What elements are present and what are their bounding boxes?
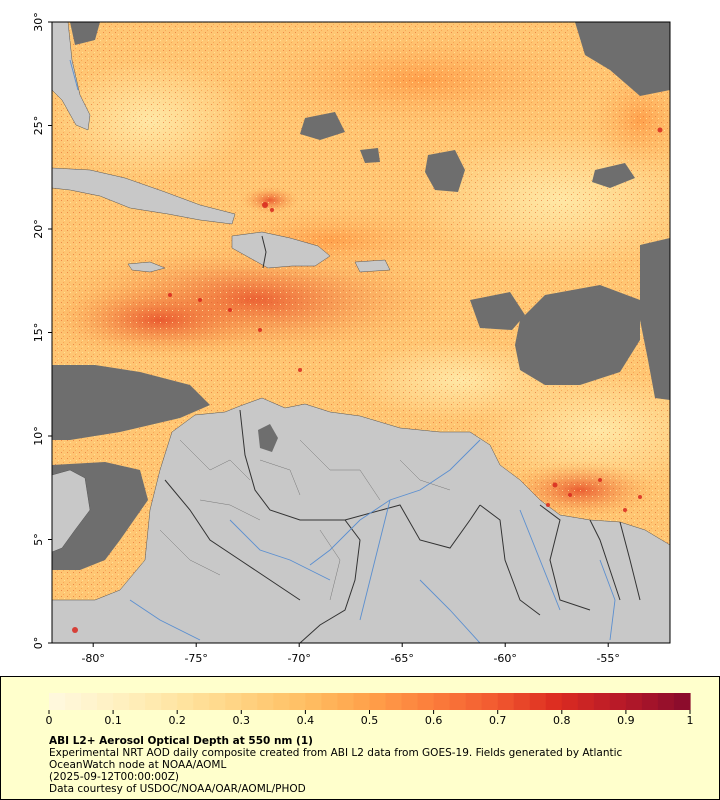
colorbar-swatch: [641, 693, 659, 710]
country-borders: [164, 235, 641, 643]
colorbar-tick-label: 0.7: [489, 714, 507, 727]
colorbar-tick-label: 0.2: [168, 714, 186, 727]
colorbar-tick-label: 1: [687, 714, 694, 727]
colorbar-swatch: [129, 693, 146, 710]
colorbar-swatch: [305, 693, 323, 710]
colorbar-swatch: [465, 693, 483, 710]
colorbar-swatch: [433, 693, 451, 710]
colorbar-swatch: [417, 693, 435, 710]
colorbar-swatch: [113, 693, 130, 710]
colorbar-swatch: [625, 693, 643, 710]
lon-tick-label: -60°: [493, 652, 516, 665]
jamaica-landmass: [127, 261, 166, 273]
colorbar-swatch: [289, 693, 306, 710]
caption-date: (2025-09-12T00:00:00Z): [49, 771, 179, 783]
map-plot-area: [52, 22, 670, 643]
colorbar-swatch: [321, 693, 339, 710]
state-borders: [159, 439, 451, 601]
colorbar-swatch: [161, 693, 178, 710]
lon-tick-label: -70°: [287, 652, 310, 665]
colorbar-swatch: [241, 693, 258, 710]
colorbar-swatch: [257, 693, 274, 710]
colorbar-swatch: [609, 693, 627, 710]
aod-colorbar: 0 0.1 0.2 0.3 0.4 0.5 0.6 0.7 0.8 0.9 1: [46, 693, 694, 727]
colorbar-swatch: [145, 693, 162, 710]
colorbar-swatch: [369, 693, 387, 710]
aod-map: 0° 5° 10° 15° 20° 25° 30° -80° -75° -70° -65° -60°…: [32, 12, 671, 665]
longitude-axis: -80° -75° -70° -65° -60° -55°: [81, 643, 620, 665]
colorbar-swatch: [49, 693, 66, 710]
colorbar-swatch: [225, 693, 242, 710]
caption-title: ABI L2+ Aerosol Optical Depth at 550 nm …: [49, 735, 313, 747]
colorbar-swatches: [49, 693, 691, 710]
puerto-rico-landmass: [354, 259, 391, 273]
colorbar-swatch: [657, 693, 675, 710]
lat-tick-label: 15°: [32, 323, 45, 343]
central-america-landmass: [52, 469, 91, 553]
lon-tick-label: -75°: [184, 652, 207, 665]
lat-tick-label: 25°: [32, 116, 45, 136]
colorbar-swatch: [593, 693, 611, 710]
colorbar-swatch: [481, 693, 499, 710]
colorbar-swatch: [577, 693, 595, 710]
colorbar-tick-label: 0.5: [361, 714, 379, 727]
lat-tick-label: 0°: [32, 637, 45, 650]
colorbar-tick-label: 0.3: [233, 714, 251, 727]
colorbar-swatch: [449, 693, 467, 710]
colorbar-swatch: [97, 693, 114, 710]
caption-credit: Data courtesy of USDOC/NOAA/OAR/AOML/PHO…: [49, 783, 306, 795]
florida-landmass: [52, 22, 91, 131]
colorbar-swatch: [529, 693, 547, 710]
colorbar-swatch: [401, 693, 419, 710]
colorbar-swatch: [81, 693, 98, 710]
colorbar-tick-label: 0: [46, 714, 53, 727]
colorbar-tick-label: 0.9: [617, 714, 635, 727]
colorbar-tick-label: 0.1: [104, 714, 122, 727]
latitude-axis: 0° 5° 10° 15° 20° 25° 30°: [32, 12, 52, 649]
caption-description: Experimental NRT AOD daily composite cre…: [49, 747, 623, 771]
lat-tick-label: 30°: [32, 12, 45, 32]
colorbar-tick-label: 0.4: [297, 714, 315, 727]
colorbar-ticks: 0 0.1 0.2 0.3 0.4 0.5 0.6 0.7 0.8 0.9 1: [46, 710, 694, 727]
colorbar-swatch: [673, 693, 691, 710]
colorbar-swatch: [209, 693, 226, 710]
colorbar-swatch: [177, 693, 194, 710]
cuba-landmass: [52, 167, 236, 225]
colorbar-swatch: [273, 693, 290, 710]
land-layer: [52, 22, 670, 643]
lat-tick-label: 5°: [32, 533, 45, 546]
colorbar-tick-label: 0.6: [425, 714, 443, 727]
lon-tick-label: -55°: [596, 652, 619, 665]
lon-tick-label: -65°: [390, 652, 413, 665]
lake-maracaibo: [258, 424, 278, 452]
rivers-layer: [69, 59, 616, 643]
lat-tick-label: 10°: [32, 426, 45, 446]
hispaniola-landmass: [231, 231, 331, 269]
colorbar-swatch: [337, 693, 355, 710]
colorbar-tick-label: 0.8: [553, 714, 571, 727]
colorbar-swatch: [561, 693, 579, 710]
colorbar-swatch: [545, 693, 563, 710]
colorbar-swatch: [193, 693, 210, 710]
legend-panel: 0 0.1 0.2 0.3 0.4 0.5 0.6 0.7 0.8 0.9 1 ABI L2+ Ae…: [0, 676, 720, 800]
colorbar-swatch: [65, 693, 82, 710]
aod-hotspots: [72, 127, 663, 633]
colorbar-swatch: [513, 693, 531, 710]
colorbar-swatch: [497, 693, 515, 710]
lon-tick-label: -80°: [81, 652, 104, 665]
lat-tick-label: 20°: [32, 219, 45, 239]
colorbar-swatch: [385, 693, 403, 710]
colorbar-swatch: [353, 693, 371, 710]
south-america-landmass: [52, 397, 670, 643]
